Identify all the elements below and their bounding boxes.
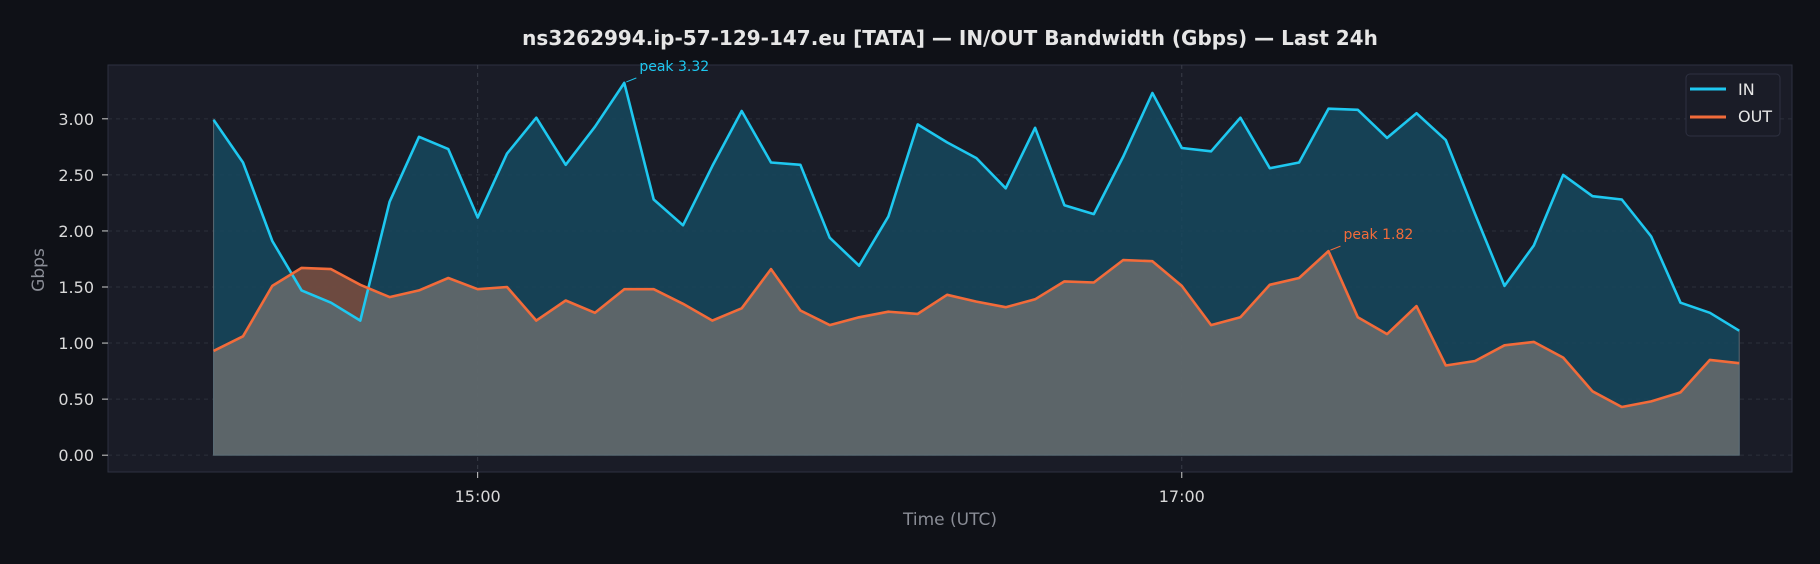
y-axis-label: Gbps [29,248,49,292]
y-tick-label: 1.00 [58,334,94,353]
y-tick-label: 2.50 [58,166,94,185]
annotation-label: peak 3.32 [639,59,709,75]
legend: IN OUT [1685,73,1781,137]
x-tick-label: 15:00 [455,487,501,506]
y-tick-label: 0.00 [58,446,94,465]
y-tick-label: 0.50 [58,390,94,409]
legend-label-out: OUT [1738,107,1772,126]
legend-box [1685,73,1781,137]
annotation-pointer [1330,245,1341,251]
annotation-label: peak 1.82 [1343,227,1413,243]
y-tick-label: 3.00 [58,110,94,129]
line-out [213,249,1740,409]
x-axis-ticks: 15:00 17:00 [455,472,1205,506]
x-tick-label: 17:00 [1159,487,1205,506]
annotation-pointer [626,77,637,83]
y-tick-label: 1.50 [58,278,94,297]
y-tick-label: 2.00 [58,222,94,241]
series-areas [213,81,1740,456]
annotations: peak 3.32 peak 1.82 [626,59,1413,251]
x-axis-label: Time (UTC) [902,510,997,530]
series-lines [212,81,1740,409]
y-axis-ticks: 0.00 0.50 1.00 1.50 2.00 2.50 3.00 [58,110,108,465]
legend-label-in: IN [1738,80,1755,99]
chart-title: ns3262994.ip-57-129-147.eu [TATA] — IN/O… [522,26,1378,50]
overlap-area [301,267,331,303]
line-in [212,81,1740,332]
